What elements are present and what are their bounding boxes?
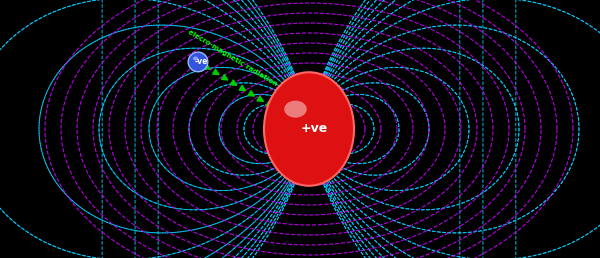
Ellipse shape <box>264 72 354 186</box>
Ellipse shape <box>284 101 307 118</box>
Ellipse shape <box>193 57 198 60</box>
Text: +ve: +ve <box>301 123 328 135</box>
Circle shape <box>188 52 208 72</box>
Text: -ve: -ve <box>194 58 208 66</box>
Text: elecro-magnetic radiation: elecro-magnetic radiation <box>187 29 278 87</box>
